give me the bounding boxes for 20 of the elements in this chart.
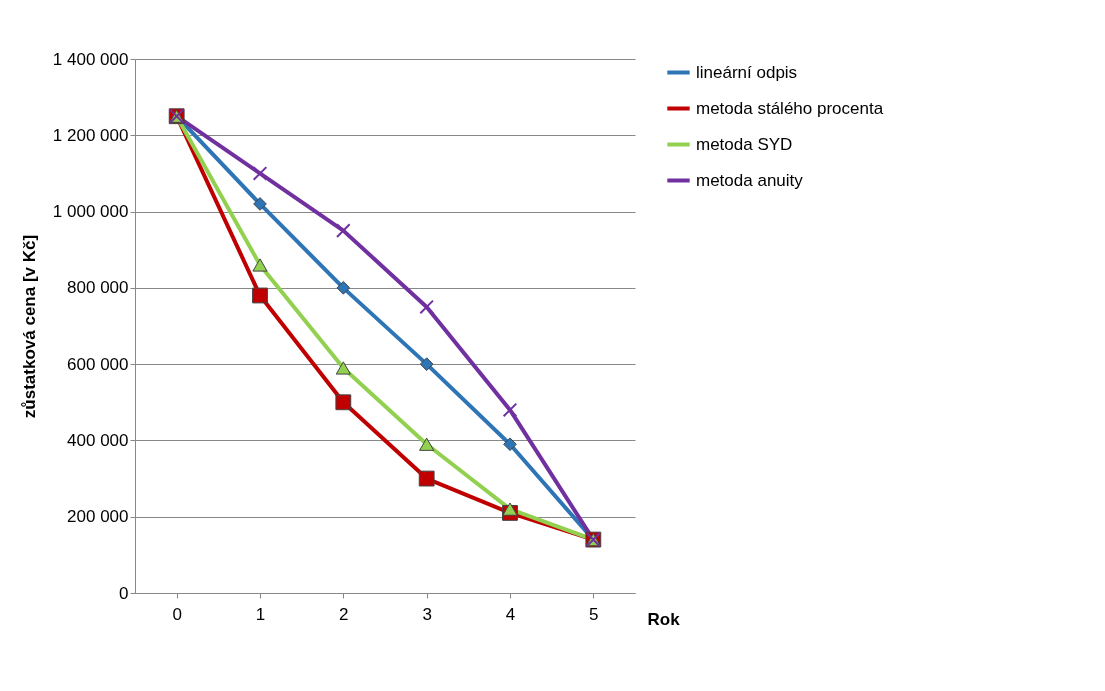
legend-label: metoda SYD: [696, 134, 793, 154]
x-axis-title: Rok: [647, 609, 681, 629]
y-tick-label: 400 000: [67, 430, 129, 450]
y-tick-label: 0: [119, 583, 129, 603]
x-tick-label: 3: [422, 604, 432, 624]
y-tick-label: 1 400 000: [52, 49, 129, 69]
y-tick-label: 800 000: [67, 278, 129, 298]
y-tick-label: 1 200 000: [52, 125, 129, 145]
y-tick-label: 200 000: [67, 507, 129, 527]
y-tick-label: 1 000 000: [52, 202, 129, 222]
legend-label: metoda stálého procenta: [696, 98, 884, 118]
legend-label: metoda anuity: [696, 170, 804, 190]
y-tick-label: 600 000: [67, 354, 129, 374]
x-tick-label: 2: [339, 604, 349, 624]
x-tick-label: 4: [505, 604, 516, 624]
x-tick-label: 5: [589, 604, 599, 624]
y-axis-title: zůstatková cena [v Kč]: [19, 234, 39, 419]
x-tick-label: 0: [172, 604, 182, 624]
legend-label: lineární odpis: [696, 62, 798, 82]
x-tick-label: 1: [255, 604, 266, 624]
